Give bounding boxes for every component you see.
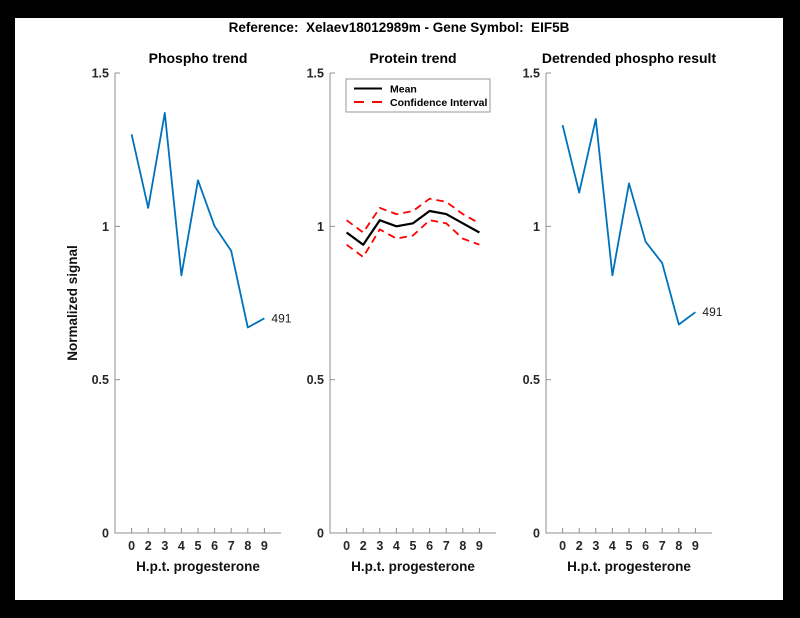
x-tick-label: 2	[360, 539, 367, 553]
y-tick-label: 0.5	[92, 373, 109, 387]
legend-item-label: Confidence Interval	[390, 97, 488, 109]
y-tick-label: 1.5	[92, 67, 109, 81]
y-axis-label: Normalized signal	[65, 245, 80, 361]
subplot-title: Protein trend	[369, 50, 456, 66]
x-tick-label: 7	[659, 539, 666, 553]
axis-spines	[114, 73, 281, 534]
end-point-label: 491	[702, 305, 722, 319]
x-tick-label: 4	[178, 539, 185, 553]
x-axis-label: H.p.t. progesterone	[136, 559, 260, 574]
legend-box	[345, 78, 491, 113]
x-tick-label: 2	[145, 539, 152, 553]
x-tick-label: 9	[692, 539, 699, 553]
x-tick-label: 7	[443, 539, 450, 553]
legend-item-label: Mean	[390, 83, 417, 95]
figure-title: Reference: Xelaev18012989m - Gene Symbol…	[228, 20, 570, 35]
x-tick-label: 5	[195, 539, 202, 553]
x-tick-label: 5	[626, 539, 633, 553]
y-tick-label: 0.5	[307, 373, 324, 387]
x-axis-label: H.p.t. progesterone	[351, 559, 475, 574]
x-tick-label: 9	[476, 539, 483, 553]
y-tick-label: 0	[533, 527, 540, 541]
series-line-confidence-interval-lower	[346, 219, 480, 258]
y-tick-label: 0	[317, 527, 324, 541]
series-line-confidence-interval-upper	[346, 197, 480, 234]
x-tick-label: 3	[376, 539, 383, 553]
series-line-mean	[345, 209, 480, 246]
x-tick-label: 3	[592, 539, 599, 553]
axis-spines	[545, 73, 712, 534]
x-tick-label: 8	[459, 539, 466, 553]
x-tick-label: 6	[642, 539, 649, 553]
y-tick-label: 1.5	[307, 67, 324, 81]
series-line-detrended-phospho-signal	[561, 118, 696, 326]
y-tick-label: 0	[102, 527, 109, 541]
x-tick-label: 6	[426, 539, 433, 553]
y-tick-label: 1	[533, 220, 540, 234]
end-point-label: 491	[271, 311, 291, 325]
x-tick-label: 8	[244, 539, 251, 553]
y-tick-label: 1.5	[523, 67, 540, 81]
figure-canvas	[15, 18, 783, 600]
x-tick-label: 6	[211, 539, 218, 553]
axis-spines	[329, 73, 496, 534]
x-tick-label: 3	[161, 539, 168, 553]
x-tick-label: 0	[343, 539, 350, 553]
x-tick-label: 8	[675, 539, 682, 553]
y-tick-label: 0.5	[523, 373, 540, 387]
series-line-phospho-signal	[130, 112, 265, 329]
x-tick-label: 7	[228, 539, 235, 553]
x-tick-label: 4	[393, 539, 400, 553]
subplot-title: Phospho trend	[149, 50, 248, 66]
y-tick-label: 1	[102, 220, 109, 234]
x-tick-label: 5	[410, 539, 417, 553]
subplot-title: Detrended phospho result	[542, 50, 717, 66]
x-tick-label: 4	[609, 539, 616, 553]
x-tick-label: 9	[261, 539, 268, 553]
x-axis-label: H.p.t. progesterone	[567, 559, 691, 574]
x-tick-label: 0	[128, 539, 135, 553]
x-tick-label: 0	[559, 539, 566, 553]
y-tick-label: 1	[317, 220, 324, 234]
x-tick-label: 2	[576, 539, 583, 553]
